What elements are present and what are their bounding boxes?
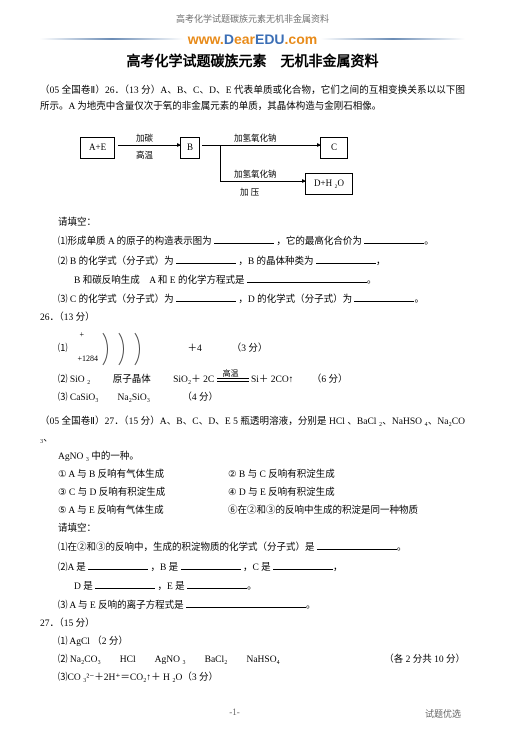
a27-2-l: ⑵ Na₂CO₃ HCl AgNO ₃ BaCl₂ NaHSO₄ bbox=[58, 652, 280, 668]
logo-text: www.DearEDU.com bbox=[184, 31, 321, 47]
a26-2-eql: SiO₂＋ 2C bbox=[173, 375, 214, 385]
q27-c5: ⑤ A 与 E 反响有气体生成 bbox=[58, 503, 228, 519]
footer-page-num: -1- bbox=[229, 707, 240, 720]
q27-c3: ③ C 与 D 反响有积淀生成 bbox=[58, 485, 228, 501]
q26-3a-text: ⑶ C 的化学式（分子式）为 bbox=[58, 295, 174, 305]
diag-arrow-v bbox=[220, 145, 221, 181]
a26-2-left: ⑵ SiO ₂ bbox=[58, 375, 90, 385]
a27-2-r: （各 2 分共 10 分） bbox=[384, 652, 465, 668]
blank bbox=[247, 272, 367, 283]
a27-item-1: ⑴ AgCl （2 分） bbox=[40, 634, 465, 650]
q26-item-2a: ⑵ B 的化学式（分子式）为 ，B 的晶体种类为 ， bbox=[40, 253, 465, 270]
q26-item-1: ⑴形成单质 A 的原子的构造表示图为 ，它的最高化合价为 。 bbox=[40, 233, 465, 250]
page-footer: -1- 试题优选 bbox=[40, 707, 465, 720]
blank bbox=[364, 233, 424, 244]
q26-lead: （05 全国卷Ⅱ）26．（13 分）A、B、C、D、E 代表单质或化合物，它们之… bbox=[40, 83, 465, 115]
page-title: 高考化学试题碳族元素 无机非金属资料 bbox=[40, 51, 465, 71]
flow-diagram: A+E 加碳 高温 B 加氢氧化钠 C 加氢氧化钠 加 压 D+H ₂O bbox=[80, 125, 465, 205]
a27-item-2: ⑵ Na₂CO₃ HCl AgNO ₃ BaCl₂ NaHSO₄ （各 2 分共… bbox=[40, 652, 465, 668]
blank bbox=[317, 539, 397, 550]
q27-lead2: AgNO ₃ 中的一种。 bbox=[40, 449, 465, 465]
a27-head: 27．（15 分） bbox=[40, 616, 465, 632]
eq-top: 高温 bbox=[223, 367, 239, 381]
q27-c4: ④ D 与 E 反响有积淀生成 bbox=[228, 485, 335, 501]
q26-2a-text: ⑵ B 的化学式（分子式）为 bbox=[58, 257, 174, 267]
blank bbox=[316, 253, 376, 264]
blank bbox=[214, 233, 274, 244]
blank bbox=[176, 291, 236, 302]
q27-2c-text: ，C 是 bbox=[243, 563, 271, 573]
q27-2e-text: ，E 是 bbox=[158, 582, 185, 592]
q27-item-3: ⑶ A 与 E 反响的离子方程式是 。 bbox=[40, 597, 465, 614]
a26-3-score: （4 分） bbox=[182, 393, 218, 403]
q27-2d-text: D 是 bbox=[74, 582, 93, 592]
a26-item-1: ⑴ + +1284 ＋4 （3 分） bbox=[40, 328, 465, 370]
atom-structure-diagram: + +1284 bbox=[78, 328, 158, 370]
logo-line: www.DearEDU.com bbox=[40, 31, 465, 47]
blank bbox=[176, 253, 236, 264]
a26-2-eqr: Si＋ 2CO↑ bbox=[251, 375, 294, 385]
diag-label-pressure: 加 压 bbox=[240, 185, 259, 199]
diag-box-c: C bbox=[320, 137, 348, 158]
page-header: 高考化学试题碳族元素无机非金属资料 bbox=[40, 12, 465, 25]
q26-2c-text: B 和碳反响生成 A 和 E 的化学方程式是 bbox=[74, 276, 244, 286]
a26-3-text: ⑶ CaSiO₃ Na₂SiO₃ bbox=[58, 393, 150, 403]
a26-item-2: ⑵ SiO ₂ 原子晶体 SiO₂＋ 2C 高温 Si＋ 2CO↑ （6 分） bbox=[40, 372, 465, 388]
a26-2-mid: 原子晶体 bbox=[113, 375, 151, 385]
footer-right: 试题优选 bbox=[425, 707, 461, 720]
q26-3b-text: ，D 的化学式（分子式）为 bbox=[238, 295, 352, 305]
a26-1-plus4: ＋4 bbox=[188, 341, 202, 357]
a26-2-score: （6 分） bbox=[312, 375, 348, 385]
a26-1-score: （3 分） bbox=[232, 341, 268, 357]
q27-item-1: ⑴在②和③的反响中，生成的积淀物质的化学式（分子式）是 。 bbox=[40, 539, 465, 556]
q27-item-2a: ⑵A 是 ，B 是 ，C 是 ， bbox=[40, 559, 465, 576]
q27-cond-row2: ③ C 与 D 反响有积淀生成 ④ D 与 E 反响有积淀生成 bbox=[40, 485, 465, 501]
q26-1b-text: ，它的最高化合价为 bbox=[276, 237, 362, 247]
blank bbox=[95, 578, 155, 589]
diag-label-naoh2: 加氢氧化钠 bbox=[234, 167, 277, 181]
q27-lead: （05 全国卷Ⅱ）27．（15 分）A、B、C、D、E 5 瓶透明溶液，分别是 … bbox=[40, 414, 465, 446]
q26-item-2c: B 和碳反响生成 A 和 E 的化学方程式是 。 bbox=[40, 272, 465, 289]
q27-2b-text: ，B 是 bbox=[150, 563, 178, 573]
diag-box-b: B bbox=[180, 137, 200, 158]
logo-bar-left bbox=[40, 38, 184, 40]
blank bbox=[187, 578, 247, 589]
q27-cond-row3: ⑤ A 与 E 反响有气体生成 ⑥在②和③的反响中生成的积淀是同一种物质 bbox=[40, 503, 465, 519]
diag-box-dh: D+H ₂O bbox=[305, 173, 353, 194]
blank bbox=[181, 559, 241, 570]
q27-3-text: ⑶ A 与 E 反响的离子方程式是 bbox=[58, 601, 184, 611]
a27-item-3: ⑶CO ₃²⁻＋2H⁺＝CO₂↑＋ H ₂O（3 分） bbox=[40, 670, 465, 686]
q27-1-text: ⑴在②和③的反响中，生成的积淀物质的化学式（分子式）是 bbox=[58, 543, 315, 553]
q27-c1: ① A 与 B 反响有气体生成 bbox=[58, 467, 228, 483]
diag-label-addc: 加碳 bbox=[136, 131, 153, 145]
q26-fill-lead: 请填空： bbox=[40, 215, 465, 231]
q26-2b-text: ，B 的晶体种类为 bbox=[238, 257, 313, 267]
q27-item-2b: D 是 ，E 是 。 bbox=[40, 578, 465, 595]
q27-c2: ② B 与 C 反响有积淀生成 bbox=[228, 467, 335, 483]
q26-1a-text: ⑴形成单质 A 的原子的构造表示图为 bbox=[58, 237, 212, 247]
q27-fill-lead: 请填空： bbox=[40, 521, 465, 537]
diag-label-hitemp: 高温 bbox=[136, 148, 153, 162]
q27-2a-text: ⑵A 是 bbox=[58, 563, 86, 573]
diag-label-naoh1: 加氢氧化钠 bbox=[234, 131, 277, 145]
eq-arrow: 高温 bbox=[217, 376, 249, 384]
a26-1-label: ⑴ bbox=[58, 341, 68, 357]
diag-box-ae: A+E bbox=[80, 137, 115, 158]
blank bbox=[186, 597, 306, 608]
a26-item-3: ⑶ CaSiO₃ Na₂SiO₃ （4 分） bbox=[40, 390, 465, 406]
blank bbox=[88, 559, 148, 570]
q27-cond-row1: ① A 与 B 反响有气体生成 ② B 与 C 反响有积淀生成 bbox=[40, 467, 465, 483]
logo-bar-right bbox=[321, 38, 465, 40]
a26-head: 26．（13 分） bbox=[40, 310, 465, 326]
blank bbox=[273, 559, 333, 570]
blank bbox=[354, 291, 414, 302]
q26-item-3: ⑶ C 的化学式（分子式）为 ，D 的化学式（分子式）为 。 bbox=[40, 291, 465, 308]
q27-c6: ⑥在②和③的反响中生成的积淀是同一种物质 bbox=[228, 503, 418, 519]
